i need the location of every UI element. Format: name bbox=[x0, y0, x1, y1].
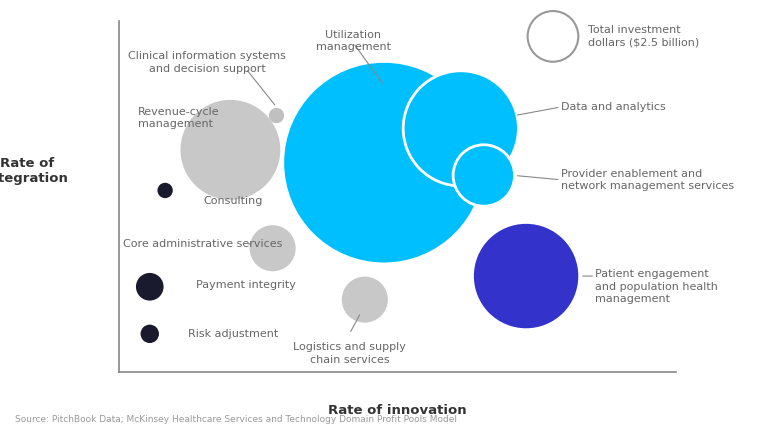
Ellipse shape bbox=[474, 224, 578, 328]
Text: Provider enablement and
network management services: Provider enablement and network manageme… bbox=[561, 169, 733, 191]
Ellipse shape bbox=[284, 63, 484, 262]
Text: Consulting: Consulting bbox=[204, 196, 263, 206]
Ellipse shape bbox=[342, 276, 388, 323]
Ellipse shape bbox=[250, 225, 296, 271]
Text: Total investment
dollars ($2.5 billion): Total investment dollars ($2.5 billion) bbox=[588, 25, 699, 48]
Text: Risk adjustment: Risk adjustment bbox=[188, 329, 279, 339]
Ellipse shape bbox=[180, 100, 280, 200]
Text: Logistics and supply
chain services: Logistics and supply chain services bbox=[293, 342, 406, 365]
Ellipse shape bbox=[403, 71, 518, 186]
Ellipse shape bbox=[157, 183, 173, 198]
Text: Core administrative services: Core administrative services bbox=[123, 239, 283, 249]
Text: Rate of
integration: Rate of integration bbox=[0, 157, 69, 185]
Text: Utilization
management: Utilization management bbox=[316, 30, 391, 52]
Ellipse shape bbox=[136, 273, 164, 300]
Text: Source: PitchBook Data; McKinsey Healthcare Services and Technology Domain Profi: Source: PitchBook Data; McKinsey Healthc… bbox=[15, 415, 458, 424]
Ellipse shape bbox=[269, 108, 284, 123]
Text: Revenue-cycle
management: Revenue-cycle management bbox=[138, 107, 220, 129]
Ellipse shape bbox=[141, 324, 159, 343]
Text: Rate of innovation: Rate of innovation bbox=[328, 404, 467, 417]
Text: Payment integrity: Payment integrity bbox=[196, 279, 296, 290]
Text: Patient engagement
and population health
management: Patient engagement and population health… bbox=[595, 269, 718, 304]
Text: Clinical information systems
and decision support: Clinical information systems and decisio… bbox=[128, 51, 286, 74]
Ellipse shape bbox=[453, 145, 515, 206]
Text: Data and analytics: Data and analytics bbox=[561, 102, 665, 112]
